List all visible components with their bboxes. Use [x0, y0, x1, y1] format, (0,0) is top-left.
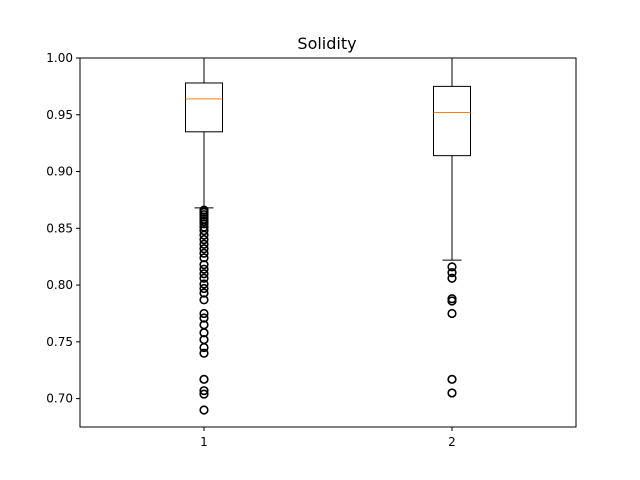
box-group-2: [433, 57, 471, 398]
outlier-point: [199, 235, 209, 245]
chart-title: Solidity: [297, 34, 356, 53]
outlier-point: [199, 295, 209, 305]
outlier-point: [199, 342, 209, 353]
outlier-point: [199, 405, 209, 415]
outlier-point: [447, 374, 457, 384]
outlier-point: [199, 348, 209, 358]
outlier-point: [199, 374, 209, 384]
outlier-point: [199, 244, 209, 254]
outlier-point: [199, 230, 209, 240]
outlier-point: [199, 264, 209, 274]
outlier-point: [447, 262, 457, 272]
outlier-point: [199, 260, 209, 270]
x-tick-label: 1: [200, 435, 208, 449]
y-tick-label: 1.00: [46, 51, 73, 65]
plot-frame: [79, 57, 577, 428]
outlier-point: [447, 308, 457, 319]
outlier-point: [447, 388, 457, 398]
iqr-box: [185, 82, 223, 133]
outlier-point: [199, 308, 209, 319]
y-tick-label: 0.85: [46, 221, 73, 235]
y-tick-label: 0.95: [46, 108, 73, 122]
axes-layer: 0.70 0.75 0.80 0.85 0.90 0.95 1.00 1 2: [46, 51, 456, 449]
box-group-1: [185, 57, 223, 415]
y-tick-label: 0.90: [46, 165, 73, 179]
y-tick-label: 0.75: [46, 335, 73, 349]
outlier-point: [199, 386, 209, 396]
outlier-point: [199, 389, 209, 399]
outlier-point: [199, 225, 209, 236]
outlier-point: [199, 279, 209, 289]
outlier-point: [199, 283, 209, 294]
outlier-point: [199, 269, 209, 279]
outlier-point: [199, 239, 209, 249]
outlier-point: [447, 296, 457, 306]
x-tick-label: 2: [448, 435, 456, 449]
outlier-point: [199, 248, 209, 258]
boxes-layer: [185, 57, 471, 415]
outlier-point: [447, 267, 457, 278]
outlier-point: [199, 273, 209, 283]
iqr-box: [433, 85, 471, 157]
y-tick-label: 0.70: [46, 392, 73, 406]
y-tick-label: 0.80: [46, 278, 73, 292]
outlier-point: [447, 273, 457, 283]
